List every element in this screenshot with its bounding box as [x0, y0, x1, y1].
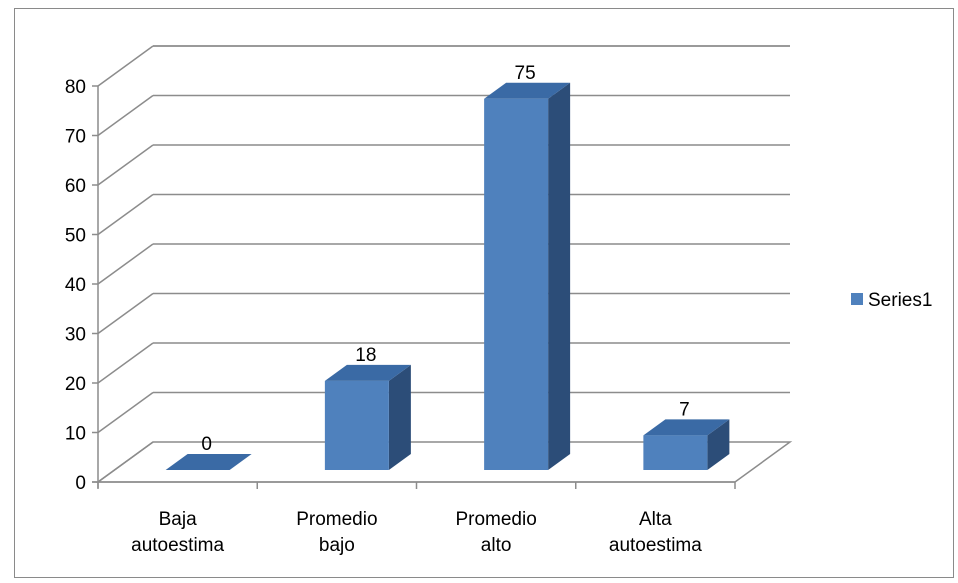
- bar-side: [388, 364, 411, 470]
- data-label: 18: [355, 345, 376, 366]
- gridline-diagonal: [97, 144, 154, 186]
- y-tick-label: 20: [65, 374, 86, 395]
- y-tick-label: 80: [65, 77, 86, 98]
- bar-front: [643, 435, 708, 470]
- y-tick-label: 10: [65, 424, 86, 445]
- legend-label: Series1: [868, 290, 932, 311]
- legend: Series1: [851, 290, 932, 311]
- axis-layer: [92, 85, 736, 489]
- x-category-label: Promedio: [455, 509, 536, 530]
- bar: [643, 419, 730, 470]
- data-label: 75: [515, 63, 536, 84]
- bar-top: [324, 364, 411, 381]
- y-tick-label: 30: [65, 325, 86, 346]
- x-category-label: alto: [481, 535, 512, 556]
- y-tick-label: 40: [65, 275, 86, 296]
- bar: [165, 454, 252, 470]
- data-label: 7: [679, 399, 690, 420]
- bar-top: [165, 454, 252, 470]
- bar-front: [324, 380, 389, 470]
- y-tick-label: 50: [65, 226, 86, 247]
- bar-top: [484, 82, 571, 99]
- gridline-diagonal: [97, 391, 154, 434]
- bar-layer: [165, 82, 730, 470]
- y-tick-label: 60: [65, 176, 86, 197]
- gridline-diagonal: [97, 94, 154, 137]
- y-tick-label: 0: [75, 473, 86, 494]
- label-layer: 01020304050607080BajaautoestimaPromediob…: [65, 63, 702, 556]
- bar-top: [643, 419, 730, 436]
- x-category-label: autoestima: [131, 535, 224, 556]
- x-category-label: bajo: [319, 535, 355, 556]
- gridline-diagonal: [97, 441, 154, 483]
- gridline-diagonal: [97, 45, 154, 87]
- gridline-diagonal: [97, 193, 154, 236]
- bar-side: [548, 82, 571, 470]
- y-tick-label: 70: [65, 127, 86, 148]
- bar-front: [484, 98, 549, 470]
- x-category-label: Alta: [639, 509, 672, 530]
- x-category-label: Promedio: [296, 509, 377, 530]
- gridline-diagonal: [97, 292, 154, 335]
- x-category-label: autoestima: [609, 535, 702, 556]
- x-category-label: Baja: [159, 509, 197, 530]
- bar: [324, 364, 411, 470]
- gridline-diagonal: [97, 243, 154, 285]
- legend-swatch: [851, 293, 863, 305]
- data-label: 0: [201, 434, 212, 455]
- gridline-diagonal: [97, 342, 154, 384]
- bar-side: [707, 419, 730, 470]
- bar: [484, 82, 571, 470]
